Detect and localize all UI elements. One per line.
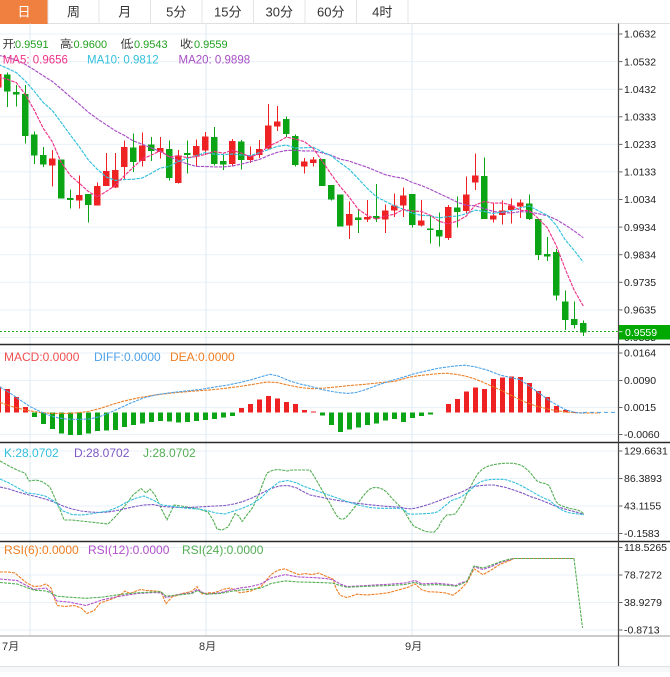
svg-text:月: 月 [118,5,131,20]
svg-text:8: 8 [199,641,205,653]
svg-text:9: 9 [405,641,411,653]
svg-text:K:28.0702: K:28.0702 [4,446,59,460]
svg-text:1.0034: 1.0034 [624,194,656,206]
svg-text:RSI(12):0.0000: RSI(12):0.0000 [88,543,170,557]
svg-text:DIFF:0.0000: DIFF:0.0000 [94,350,161,364]
svg-text:4时: 4时 [372,5,392,20]
svg-text:0.0090: 0.0090 [624,375,656,387]
svg-text:0.9735: 0.9735 [624,277,656,289]
svg-text:0.9834: 0.9834 [624,249,656,261]
svg-text:30分: 30分 [266,5,293,20]
svg-text:86.3893: 86.3893 [624,473,662,485]
svg-text:DEA:0.0000: DEA:0.0000 [170,350,235,364]
svg-text:1.0133: 1.0133 [624,167,656,179]
svg-text:MACD:0.0000: MACD:0.0000 [4,350,80,364]
svg-text:0.9600: 0.9600 [74,39,108,51]
svg-text:J:28.0702: J:28.0702 [143,446,196,460]
svg-text:D:28.0702: D:28.0702 [74,446,130,460]
svg-text:0.9635: 0.9635 [624,305,656,317]
svg-text:1.0632: 1.0632 [624,29,656,41]
svg-text:118.5265: 118.5265 [624,542,667,554]
svg-text::: : [131,39,134,51]
svg-text:129.6631: 129.6631 [624,446,668,458]
svg-text:1.0432: 1.0432 [624,84,656,96]
svg-text:1.0333: 1.0333 [624,112,656,124]
svg-text:0.9934: 0.9934 [624,222,656,234]
svg-text::: : [13,39,16,51]
svg-text:38.9279: 38.9279 [624,597,662,609]
svg-text:7: 7 [2,641,8,653]
svg-text:0.9591: 0.9591 [15,39,49,51]
svg-text:0.0164: 0.0164 [624,348,656,360]
svg-text:1.0233: 1.0233 [624,139,656,151]
svg-text::: : [190,39,193,51]
svg-text::: : [70,39,73,51]
svg-text:MA10: 0.9812: MA10: 0.9812 [87,55,159,67]
svg-text:0.0015: 0.0015 [624,402,656,414]
svg-text:0.9559: 0.9559 [194,39,228,51]
svg-text:43.1155: 43.1155 [624,501,661,513]
svg-text:5分: 5分 [166,5,186,20]
svg-text:1.0532: 1.0532 [624,56,656,68]
svg-text:-0.1583: -0.1583 [624,528,660,540]
svg-text:-0.0060: -0.0060 [624,429,660,441]
svg-text:60分: 60分 [317,5,344,20]
svg-text:MA5: 0.9656: MA5: 0.9656 [3,55,68,67]
svg-text:-0.8713: -0.8713 [624,625,660,637]
svg-text:RSI(6):0.0000: RSI(6):0.0000 [4,543,79,557]
svg-text:0.9543: 0.9543 [134,39,168,51]
svg-text:0.9559: 0.9559 [625,327,657,339]
svg-text:RSI(24):0.0000: RSI(24):0.0000 [182,543,264,557]
svg-text:日: 日 [17,5,30,20]
svg-text:78.7272: 78.7272 [624,570,662,582]
svg-text:周: 周 [67,5,80,20]
svg-text:MA20: 0.9898: MA20: 0.9898 [179,55,251,67]
svg-text:15分: 15分 [214,5,241,20]
